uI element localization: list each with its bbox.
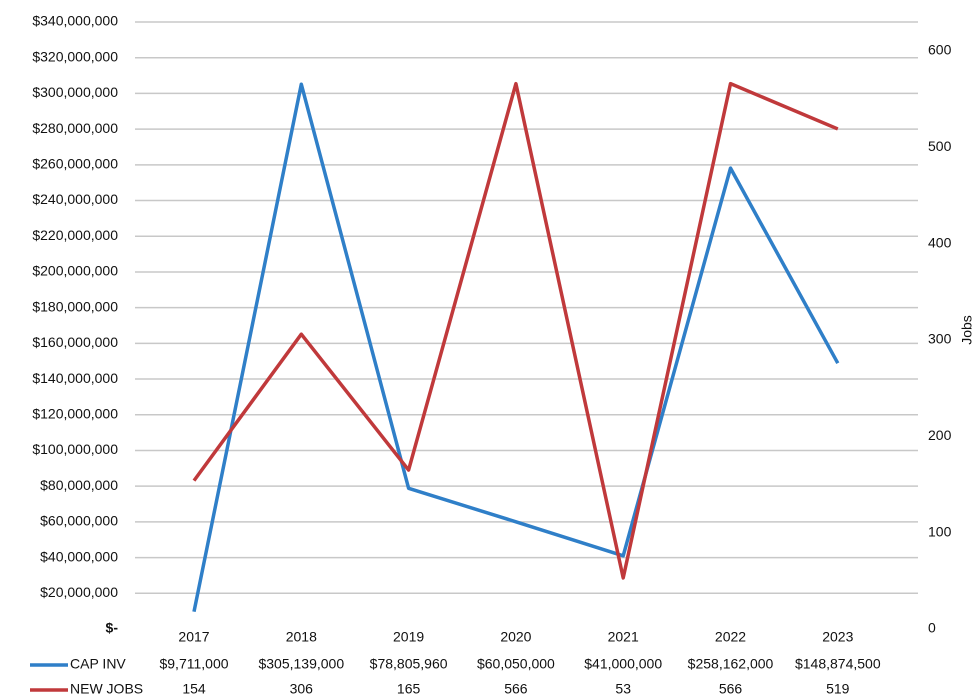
y-tick-label: $160,000,000	[32, 334, 118, 350]
y-tick-label: $20,000,000	[40, 584, 118, 600]
table-value: 154	[182, 681, 206, 697]
table-value: $9,711,000	[159, 656, 228, 672]
y2-tick-label: 500	[928, 138, 952, 154]
x-tick-label: 2022	[715, 629, 746, 645]
table-value: 566	[504, 681, 528, 697]
x-tick-label: 2019	[393, 629, 424, 645]
y2-tick-label: 300	[928, 331, 952, 347]
y-tick-label: $220,000,000	[32, 227, 118, 243]
y-tick-label: $60,000,000	[40, 513, 118, 529]
legend-label: NEW JOBS	[70, 681, 143, 697]
table-value: 165	[397, 681, 421, 697]
y2-tick-label: 400	[928, 234, 952, 250]
y2-tick-label: 100	[928, 523, 952, 539]
y-tick-label: $320,000,000	[32, 48, 118, 64]
y-tick-label: $100,000,000	[32, 441, 118, 457]
x-tick-label: 2023	[822, 629, 853, 645]
y-tick-label: $260,000,000	[32, 156, 118, 172]
y-tick-label: $240,000,000	[32, 191, 118, 207]
y-tick-label: $-	[106, 620, 119, 636]
table-value: $148,874,500	[795, 656, 881, 672]
y2-axis-label: Jobs	[959, 315, 975, 345]
x-tick-label: 2021	[608, 629, 639, 645]
x-tick-label: 2017	[178, 629, 209, 645]
legend-label: CAP INV	[70, 656, 126, 672]
table-value: $60,050,000	[477, 656, 555, 672]
y-tick-label: $340,000,000	[32, 13, 118, 29]
table-value: $78,805,960	[370, 656, 448, 672]
y-tick-label: $140,000,000	[32, 370, 118, 386]
y-tick-label: $40,000,000	[40, 548, 118, 564]
y-tick-label: $180,000,000	[32, 298, 118, 314]
y-tick-label: $80,000,000	[40, 477, 118, 493]
y-tick-label: $280,000,000	[32, 120, 118, 136]
x-tick-label: 2020	[500, 629, 531, 645]
table-value: 519	[826, 681, 850, 697]
y-tick-label: $200,000,000	[32, 263, 118, 279]
table-value: 306	[290, 681, 314, 697]
series-line	[192, 82, 840, 613]
table-value: 53	[615, 681, 631, 697]
x-tick-label: 2018	[286, 629, 317, 645]
y-tick-label: $120,000,000	[32, 405, 118, 421]
y2-tick-label: 0	[928, 620, 936, 636]
table-value: $258,162,000	[688, 656, 774, 672]
y2-tick-label: 200	[928, 427, 952, 443]
series-line	[192, 81, 839, 580]
y-tick-label: $300,000,000	[32, 84, 118, 100]
table-value: 566	[719, 681, 743, 697]
table-value: $305,139,000	[258, 656, 344, 672]
y2-tick-label: 600	[928, 42, 952, 58]
table-value: $41,000,000	[584, 656, 662, 672]
